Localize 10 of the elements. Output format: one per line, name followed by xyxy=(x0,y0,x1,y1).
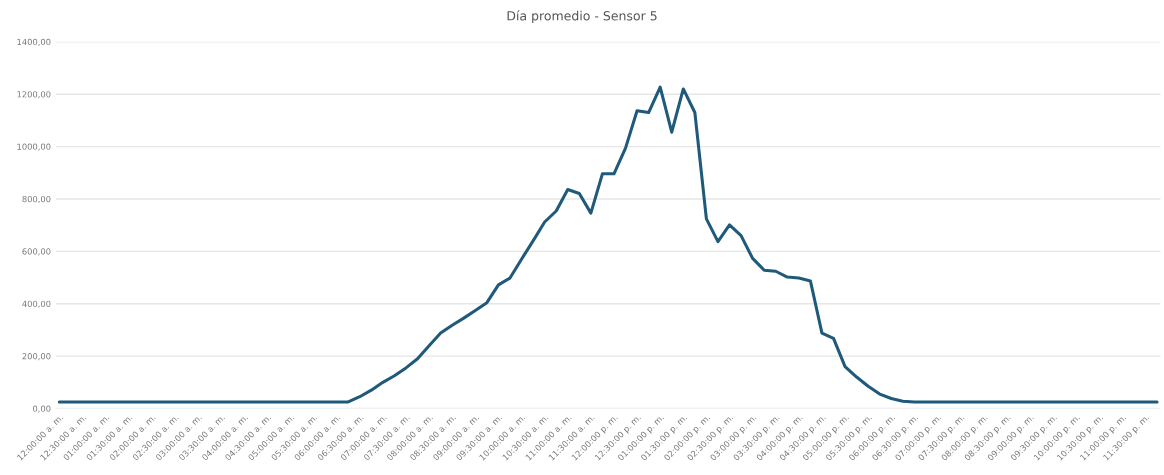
chart-title: Día promedio - Sensor 5 xyxy=(507,10,657,23)
y-tick-label: 0,00 xyxy=(33,405,51,413)
y-tick-label: 400,00 xyxy=(22,300,51,308)
y-tick-label: 600,00 xyxy=(22,248,51,256)
line-series xyxy=(57,85,1159,404)
y-tick-label: 800,00 xyxy=(22,195,51,204)
y-tick-label: 1000,00 xyxy=(17,143,51,151)
y-tick-label: 1400,00 xyxy=(17,38,51,46)
y-tick-label: 1200,00 xyxy=(17,91,51,99)
y-tick-label: 200,00 xyxy=(22,353,51,361)
